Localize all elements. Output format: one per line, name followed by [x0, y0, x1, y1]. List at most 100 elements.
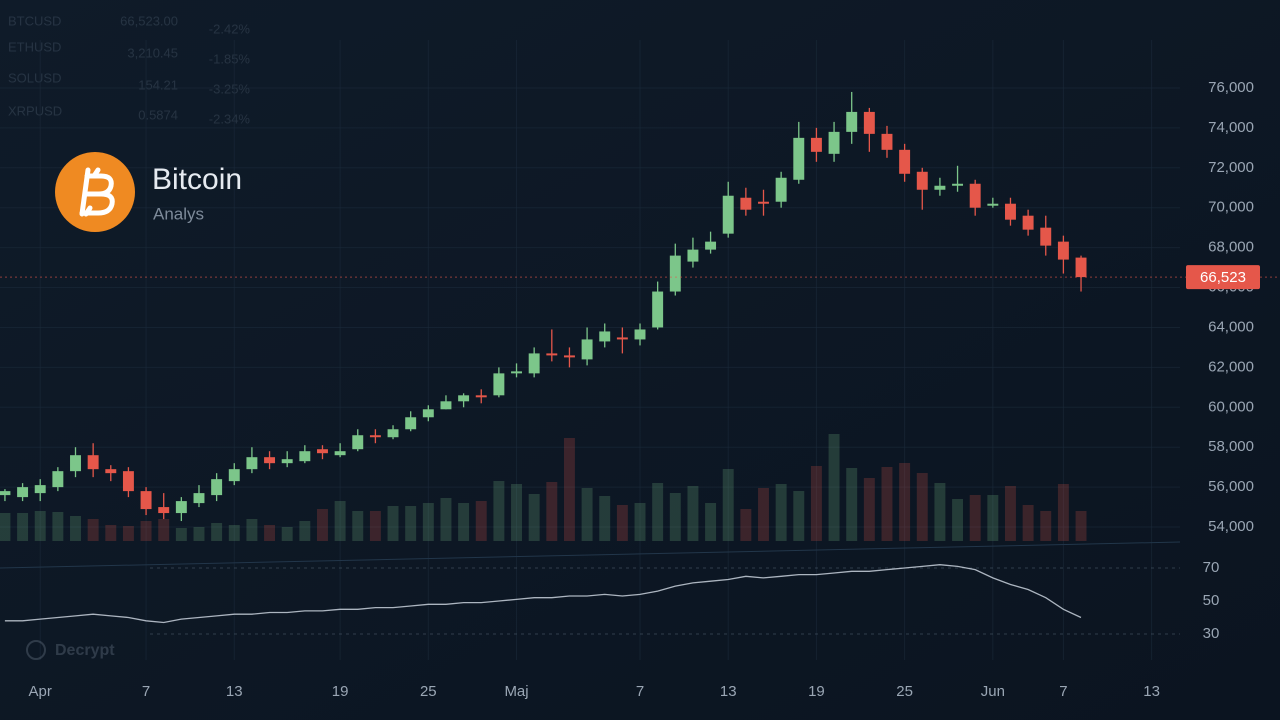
ticker-table: BTCUSD 66,523.00 -2.42% ETHUSD 3,210.45 …	[8, 13, 250, 126]
volume-bar	[458, 503, 470, 541]
candle-body	[369, 435, 381, 438]
volume-bar	[687, 486, 699, 541]
ticker-price: 154.21	[138, 77, 178, 92]
brand: Bitcoin Analys	[55, 152, 242, 232]
volume-bar	[70, 516, 81, 541]
asset-subtitle: Analys	[153, 204, 204, 223]
watermark-text: Decrypt	[55, 642, 115, 659]
volume-bar	[1005, 486, 1016, 541]
volume-bar	[987, 495, 999, 541]
candle-body	[299, 451, 311, 462]
volume-bar	[440, 498, 452, 541]
volume-bar	[493, 481, 505, 541]
candle-body	[87, 455, 99, 470]
volume-bar	[969, 495, 981, 541]
candle-body	[193, 493, 205, 504]
candle-body	[34, 485, 46, 494]
volume-bar	[793, 491, 805, 541]
volume-bar	[299, 521, 311, 541]
volume-bar	[1040, 511, 1052, 541]
volume-bar	[475, 501, 487, 541]
volume-bar	[705, 503, 717, 541]
candle-body	[669, 255, 681, 292]
plot-area: Apr 7 13 19 25 Maj 7 13 19 25 Jun 7 13 54,000 56,000 58…	[0, 40, 1280, 700]
candle-body	[1040, 227, 1052, 246]
candle-body	[828, 131, 840, 154]
y-tick-label: 76,000	[1208, 79, 1254, 96]
candle-body	[317, 449, 328, 454]
volume-bar	[828, 434, 840, 541]
candle-body	[863, 111, 875, 134]
volume-bar	[952, 499, 964, 541]
rsi-tick-label: 70	[1203, 559, 1220, 576]
y-tick-label: 58,000	[1208, 438, 1254, 455]
candle-body	[475, 395, 487, 398]
candle-body	[1075, 257, 1087, 278]
volume-bar	[352, 511, 364, 541]
candle-body	[793, 137, 805, 180]
candle-body	[563, 355, 575, 358]
ticker-change: -1.85%	[209, 51, 251, 66]
candle-body	[581, 339, 593, 360]
candle-body	[705, 241, 717, 250]
x-tick-label: 19	[808, 683, 825, 700]
candle-body	[122, 471, 134, 492]
x-tick-label: 13	[720, 683, 737, 700]
candle-body	[387, 429, 399, 438]
volume-bar	[916, 473, 928, 541]
volume-bar	[52, 512, 64, 541]
volume-bar	[810, 466, 822, 541]
candle-body	[422, 409, 434, 418]
x-tick-label: 25	[896, 683, 913, 700]
candle-body	[281, 459, 293, 464]
volume-bar	[246, 519, 258, 541]
volume-bar	[87, 519, 99, 541]
price-tag	[1186, 265, 1260, 290]
volume-bar	[863, 478, 875, 541]
y-tick-label: 62,000	[1208, 358, 1254, 375]
volume-bar	[1057, 484, 1069, 541]
rsi-tick-label: 50	[1203, 592, 1220, 609]
candle-body	[634, 329, 646, 340]
candle-body	[1057, 241, 1069, 260]
volume-bar	[228, 525, 240, 541]
volume-bar	[281, 527, 293, 541]
y-tick-label: 56,000	[1208, 478, 1254, 495]
candle-body	[652, 291, 664, 328]
candle-body	[969, 183, 981, 208]
volume-bar	[17, 513, 29, 541]
ticker-price: 66,523.00	[120, 13, 178, 28]
candle-body	[616, 337, 628, 340]
volume-bar	[599, 496, 611, 541]
watermark-icon	[26, 640, 46, 660]
volume-bar	[934, 483, 946, 541]
candle-body	[775, 177, 787, 202]
y-tick-label: 74,000	[1208, 119, 1254, 136]
candle-body	[334, 451, 346, 456]
candle-body	[546, 353, 558, 356]
x-tick-label: 19	[332, 683, 349, 700]
candle-body	[140, 491, 152, 510]
volume-bar	[387, 506, 399, 541]
candle-body	[1005, 203, 1016, 220]
candle-body	[899, 149, 911, 174]
y-tick-label: 72,000	[1208, 159, 1254, 176]
candle-body	[1022, 215, 1034, 230]
volume-bar	[581, 488, 593, 541]
x-tick-label: 7	[1059, 683, 1067, 700]
y-tick-label: 54,000	[1208, 518, 1254, 535]
volume-bar	[105, 525, 117, 541]
volume-bar	[740, 509, 752, 541]
y-tick-label: 70,000	[1208, 199, 1254, 216]
candle-body	[758, 201, 769, 204]
volume-bar	[652, 483, 664, 541]
volume-bar	[1022, 505, 1034, 541]
volume-bar	[405, 506, 417, 541]
volume-bar	[511, 484, 522, 541]
x-tick-label: 13	[226, 683, 243, 700]
volume-bar	[758, 488, 769, 541]
volume-bar	[34, 511, 46, 541]
candle-body	[70, 455, 81, 472]
volume-bar	[546, 482, 558, 541]
